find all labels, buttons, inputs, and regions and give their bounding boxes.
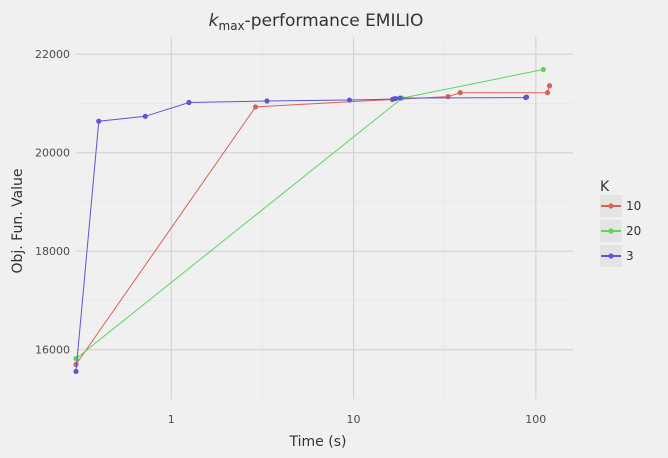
- y-tick-label: 18000: [35, 245, 70, 258]
- x-axis-title: Time (s): [289, 434, 347, 450]
- legend-key-point: [608, 253, 614, 259]
- series-3: [73, 94, 530, 375]
- legend: K 10 20 3: [600, 179, 641, 267]
- legend-item-3: 3: [600, 245, 634, 267]
- data-point: [186, 99, 192, 106]
- legend-label: 10: [626, 199, 641, 213]
- series-10: [73, 83, 553, 368]
- data-point: [457, 90, 463, 96]
- x-tick-label: 1: [168, 413, 175, 426]
- data-point: [96, 118, 102, 124]
- data-point: [73, 368, 79, 375]
- title-rest: -performance EMILIO: [245, 11, 424, 31]
- series-layer: [73, 66, 553, 375]
- y-tick-label: 20000: [35, 147, 70, 160]
- data-point: [392, 95, 399, 102]
- y-tick-labels: 16000 18000 20000 22000: [35, 48, 70, 357]
- title-k: k: [209, 11, 220, 31]
- x-tick-labels: 1 10 100: [168, 413, 547, 426]
- y-tick-label: 16000: [35, 344, 70, 357]
- legend-label: 20: [626, 224, 641, 238]
- data-point: [546, 83, 553, 89]
- x-tick-label: 100: [525, 413, 546, 426]
- plot-panel: [76, 37, 573, 399]
- legend-key-point: [608, 228, 614, 234]
- data-point: [73, 361, 79, 368]
- data-point: [264, 98, 270, 104]
- data-point: [544, 90, 551, 96]
- legend-label: 3: [626, 249, 634, 263]
- legend-item-10: 10: [600, 195, 641, 217]
- data-point: [523, 94, 530, 100]
- data-point: [540, 66, 546, 73]
- legend-title: K: [600, 179, 610, 195]
- legend-item-20: 20: [600, 220, 641, 242]
- legend-key-point: [608, 203, 614, 209]
- data-point: [142, 113, 148, 119]
- data-point: [346, 97, 353, 103]
- y-axis-title: Obj. Fun. Value: [10, 168, 26, 273]
- data-point: [252, 104, 259, 110]
- x-tick-label: 10: [347, 413, 361, 426]
- data-point: [397, 95, 403, 101]
- chart-title: kmax-performance EMILIO: [209, 11, 424, 33]
- title-subscript: max: [219, 19, 245, 33]
- y-tick-label: 22000: [35, 48, 70, 61]
